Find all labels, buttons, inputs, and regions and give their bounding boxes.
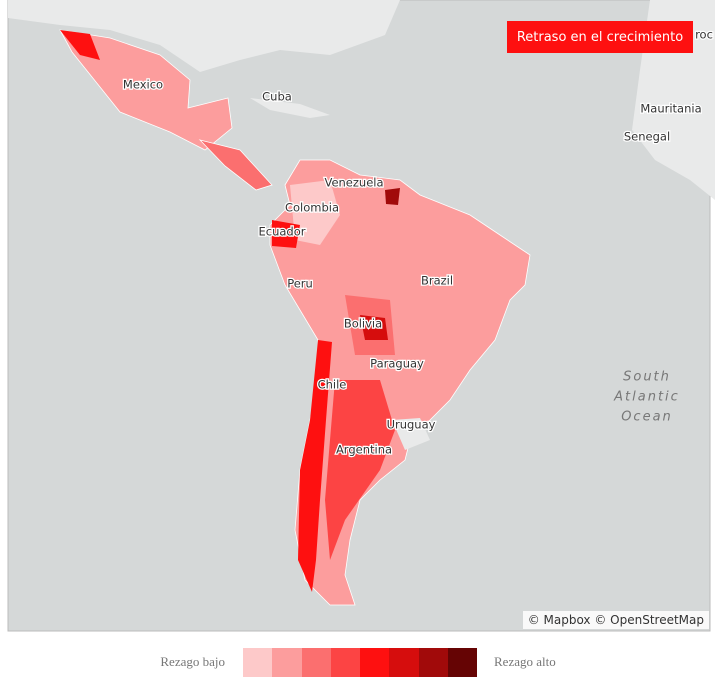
legend-swatch [301, 648, 331, 677]
legend-scale [243, 648, 477, 677]
place-label: Bolivia [344, 317, 382, 331]
region-high [272, 220, 300, 248]
legend-swatch [389, 648, 419, 677]
cuba-land [250, 98, 330, 118]
central-america-region [198, 139, 273, 191]
place-label: Colombia [285, 201, 339, 215]
place-label: Peru [287, 277, 313, 291]
place-label: roc [695, 28, 713, 42]
place-label: Senegal [624, 130, 670, 144]
region-high [298, 340, 332, 592]
place-label: Ecuador [259, 225, 306, 239]
place-label: Mauritania [640, 102, 701, 116]
place-label: Venezuela [324, 176, 383, 190]
place-label: Uruguay [387, 418, 436, 432]
legend-swatch [272, 648, 302, 677]
place-label: Cuba [262, 90, 292, 104]
place-label: Brazil [421, 274, 453, 288]
region-mid [325, 380, 395, 560]
place-label: Mexico [123, 78, 163, 92]
ocean-label: Ocean [621, 410, 673, 425]
uruguay-land [392, 418, 430, 450]
legend-swatch [330, 648, 360, 677]
map: Mexico Cuba Venezuela Colombia Ecuador Peru Br… [7, 0, 715, 632]
region-high [60, 30, 100, 60]
ocean-label: South [623, 370, 671, 385]
legend-swatch [418, 648, 448, 677]
legend-swatch [447, 648, 477, 677]
attribution: © Mapbox © OpenStreetMap [522, 611, 709, 629]
region-low [290, 180, 340, 245]
legend-low: Rezago bajo [160, 654, 225, 669]
north-america-land [8, 0, 400, 72]
region-high [360, 315, 388, 340]
legend-swatch [360, 648, 390, 677]
place-label: Paraguay [370, 357, 424, 371]
place-label: Argentina [336, 443, 392, 457]
place-label: Chile [318, 378, 347, 392]
indicator-button[interactable]: Retraso en el crecimiento [507, 21, 693, 53]
legend-swatch [243, 648, 273, 677]
ocean-label: Atlantic [613, 390, 680, 405]
mexico-region [59, 29, 233, 151]
region-high [385, 188, 400, 205]
legend-high: Rezago alto [494, 654, 556, 669]
